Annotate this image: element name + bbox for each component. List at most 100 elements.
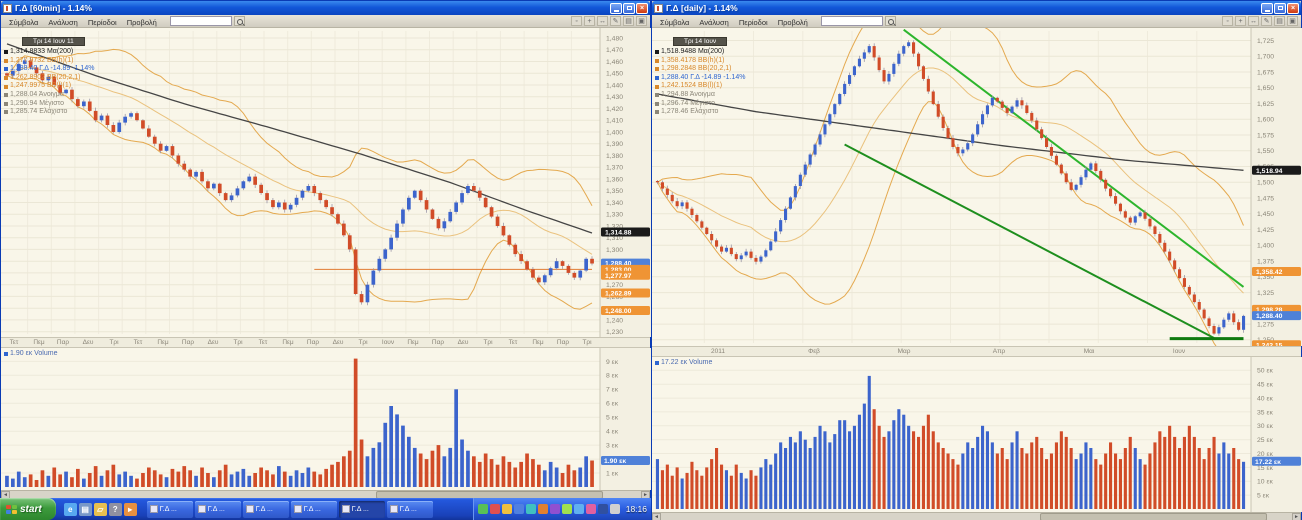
volume-chart-canvas[interactable]: 5 εκ 10 εκ 15 εκ 20 εκ 25 εκ 30 εκ 35 εκ 40 εκ 4… [652, 357, 1302, 512]
close-button[interactable]: × [1287, 2, 1299, 14]
scroll-left-icon[interactable]: ◄ [652, 513, 661, 520]
svg-text:1,650: 1,650 [1257, 85, 1274, 92]
start-button[interactable]: start [0, 498, 56, 520]
chart-doc-icon [293, 505, 302, 513]
menu-item-Προβολή[interactable]: Προβολή [777, 18, 808, 27]
time-axis-label: Δευ [332, 339, 344, 346]
horizontal-scrollbar[interactable]: ◄ ► [652, 512, 1301, 520]
tray-icon[interactable] [561, 504, 572, 514]
time-axis-label: Δευ [207, 339, 219, 346]
chart-doc-icon [389, 505, 398, 513]
tray-icon[interactable] [585, 504, 596, 514]
tray-icon[interactable] [489, 504, 500, 514]
menubar: Σύμβολα Ανάλυση Περίοδοι Προβολή ◦ + ↔ ✎ ▤ ▣ [1, 15, 650, 28]
symbol-search-input[interactable] [820, 16, 883, 26]
tray-icon[interactable] [477, 504, 488, 514]
svg-text:1,400: 1,400 [606, 129, 623, 136]
task-button[interactable]: Γ.Δ ... [146, 500, 193, 518]
windows-logo-icon [6, 504, 17, 514]
menu-item-Σύμβολα[interactable]: Σύμβολα [9, 18, 39, 27]
svg-text:1,262.89: 1,262.89 [605, 291, 632, 298]
menu-item-Ανάλυση[interactable]: Ανάλυση [48, 18, 78, 27]
titlebar[interactable]: Γ.Δ [60min] - 1.14% × [1, 1, 650, 15]
svg-text:1,314.88: 1,314.88 [605, 230, 632, 237]
ie-icon[interactable]: e [63, 502, 77, 516]
tray-icon[interactable] [525, 504, 536, 514]
price-chart-canvas[interactable]: 1,2501,2751,3001,3251,3501,3751,4001,425… [652, 28, 1302, 346]
media-player-icon[interactable]: ▸ [123, 502, 137, 516]
task-button[interactable]: Γ.Δ ... [338, 500, 385, 518]
svg-text:1,310: 1,310 [606, 235, 623, 242]
scroll-right-icon[interactable]: ► [1292, 513, 1301, 520]
restore-button[interactable] [623, 2, 635, 14]
app-icon [654, 3, 663, 13]
page-icon[interactable]: ▤ [623, 16, 634, 26]
svg-text:1.90 εκ: 1.90 εκ [604, 458, 626, 465]
task-button[interactable]: Γ.Δ ... [290, 500, 337, 518]
task-button[interactable]: Γ.Δ ... [242, 500, 289, 518]
svg-text:1,240: 1,240 [606, 317, 623, 324]
menu-item-Σύμβολα[interactable]: Σύμβολα [660, 18, 690, 27]
price-chart-canvas[interactable]: 1,2301,2401,2501,2601,2701,2801,2901,300… [1, 28, 652, 337]
svg-text:1,480: 1,480 [606, 35, 623, 42]
tray-icon[interactable] [597, 504, 608, 514]
volume-chart-canvas[interactable]: 1 εκ2 εκ3 εκ4 εκ5 εκ6 εκ7 εκ8 εκ9 εκ1.90… [1, 348, 652, 490]
svg-text:15 εκ: 15 εκ [1257, 465, 1273, 472]
pencil-icon[interactable]: ✎ [610, 16, 621, 26]
tray-icon[interactable] [609, 504, 620, 514]
svg-text:1,270: 1,270 [606, 282, 623, 289]
crosshair-icon[interactable]: + [1235, 16, 1246, 26]
svg-text:1,275: 1,275 [1257, 322, 1274, 329]
task-button[interactable]: Γ.Δ ... [194, 500, 241, 518]
page-icon[interactable]: ▤ [1274, 16, 1285, 26]
menu-item-Ανάλυση[interactable]: Ανάλυση [699, 18, 729, 27]
search-icon[interactable] [233, 16, 245, 26]
svg-text:1,340: 1,340 [606, 200, 623, 207]
time-axis-label: Τρι [358, 339, 368, 346]
svg-text:1,390: 1,390 [606, 141, 623, 148]
arrows-icon[interactable]: ↔ [1248, 16, 1259, 26]
tray-icon[interactable] [501, 504, 512, 514]
show-desktop-icon[interactable]: ▤ [78, 502, 92, 516]
tray-icon[interactable] [513, 504, 524, 514]
svg-text:1 εκ: 1 εκ [606, 470, 619, 477]
svg-text:1,675: 1,675 [1257, 69, 1274, 76]
minimize-button[interactable] [1261, 2, 1273, 14]
help-icon[interactable]: ? [108, 502, 122, 516]
svg-text:1,575: 1,575 [1257, 132, 1274, 139]
svg-text:4 εκ: 4 εκ [606, 429, 619, 436]
menubar: Σύμβολα Ανάλυση Περίοδοι Προβολή ◦ + ↔ ✎ ▤ ▣ [652, 15, 1301, 28]
menu-item-Περίοδοι[interactable]: Περίοδοι [87, 18, 117, 27]
restore-button[interactable] [1274, 2, 1286, 14]
svg-text:1,500: 1,500 [1257, 180, 1274, 187]
symbol-search-input[interactable] [169, 16, 232, 26]
minimize-button[interactable] [610, 2, 622, 14]
tray-icon[interactable] [573, 504, 584, 514]
save-icon[interactable]: ▣ [636, 16, 647, 26]
svg-text:1,248.00: 1,248.00 [605, 308, 632, 315]
lock-icon[interactable]: ◦ [1222, 16, 1233, 26]
svg-text:1,460: 1,460 [606, 59, 623, 66]
time-axis-label: Παρ [56, 339, 70, 346]
volume-pane: 5 εκ 10 εκ 15 εκ 20 εκ 25 εκ 30 εκ 35 εκ 40 εκ 4… [652, 357, 1302, 512]
svg-text:3 εκ: 3 εκ [606, 443, 619, 450]
system-tray: 18:16 [472, 498, 651, 520]
pencil-icon[interactable]: ✎ [1261, 16, 1272, 26]
lock-icon[interactable]: ◦ [571, 16, 582, 26]
arrows-icon[interactable]: ↔ [597, 16, 608, 26]
svg-text:1,242.15: 1,242.15 [1256, 342, 1283, 346]
close-button[interactable]: × [636, 2, 648, 14]
scrollbar-thumb[interactable] [1039, 513, 1267, 520]
tray-icon[interactable] [549, 504, 560, 514]
tray-icon[interactable] [537, 504, 548, 514]
search-icon[interactable] [884, 16, 896, 26]
menu-item-Περίοδοι[interactable]: Περίοδοι [738, 18, 768, 27]
chart-doc-icon [197, 505, 206, 513]
titlebar[interactable]: Γ.Δ [daily] - 1.14% × [652, 1, 1301, 15]
save-icon[interactable]: ▣ [1287, 16, 1298, 26]
task-button[interactable]: Γ.Δ ... [386, 500, 433, 518]
folder-icon[interactable]: ▱ [93, 502, 107, 516]
crosshair-icon[interactable]: + [584, 16, 595, 26]
menu-item-Προβολή[interactable]: Προβολή [126, 18, 157, 27]
